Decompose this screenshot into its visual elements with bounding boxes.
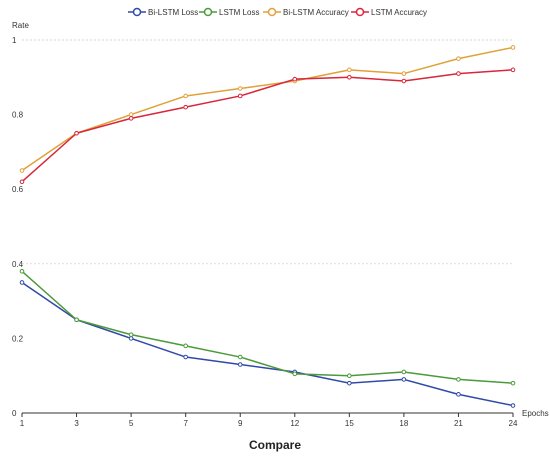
y-tick-label: 1: [12, 36, 17, 45]
series-point: [510, 45, 516, 50]
series-point: [292, 371, 298, 377]
series-line: [21, 281, 514, 407]
series-point: [19, 168, 25, 173]
series-point: [183, 104, 188, 110]
series-point: [347, 75, 352, 80]
legend-label: LSTM Loss: [219, 8, 259, 17]
x-tick-label: 15: [345, 419, 354, 428]
series-point: [347, 67, 352, 73]
y-axis-label: Rate: [12, 21, 29, 30]
series-point: [74, 130, 79, 136]
x-tick-label: 9: [238, 419, 243, 428]
chart-title: Compare: [249, 438, 301, 452]
series-point: [19, 268, 25, 274]
series-point: [510, 380, 516, 386]
x-tick-label: 3: [74, 419, 79, 428]
legend-item[interactable]: LSTM Loss: [199, 7, 259, 17]
x-tick-label: 5: [129, 419, 134, 428]
series-point: [292, 76, 298, 82]
axes: 1 3 5 7 9 12 15 18 21 24 0 0.2 0.4 0.6 0.8 1: [12, 36, 518, 428]
legend-marker-icon: [132, 7, 142, 17]
x-tick-label: 24: [509, 419, 518, 428]
series-point: [237, 362, 243, 367]
series-point: [401, 369, 407, 375]
series-point: [183, 354, 188, 360]
x-tick-label: 18: [399, 419, 408, 428]
legend-label: LSTM Accuracy: [371, 8, 427, 17]
legend-label: Bi-LSTM Loss: [148, 8, 198, 17]
x-tick-label: 12: [290, 419, 299, 428]
y-tick-label: 0.4: [12, 260, 24, 269]
series-line: [21, 69, 514, 183]
series-point: [237, 354, 243, 360]
series-point: [347, 380, 352, 386]
y-tick-label: 0.6: [12, 185, 24, 194]
x-axis-label: Epochs: [522, 409, 549, 418]
series-point: [19, 280, 25, 285]
series-point: [347, 373, 352, 379]
y-tick-label: 0: [12, 409, 17, 418]
series-line: [21, 270, 514, 384]
series-point: [128, 332, 134, 337]
grid-lines: [22, 39, 513, 265]
series-point: [237, 86, 243, 91]
series-point: [456, 56, 461, 61]
legend-item[interactable]: Bi-LSTM Loss: [128, 7, 198, 17]
series-point: [128, 116, 134, 121]
series-point: [401, 71, 407, 76]
x-tick-label: 7: [183, 419, 188, 428]
series-point: [74, 317, 79, 323]
legend-marker-icon: [267, 7, 277, 17]
legend-marker-icon: [355, 7, 365, 17]
series-point: [183, 93, 188, 99]
series-layer: [19, 45, 516, 408]
legend-item[interactable]: Bi-LSTM Accuracy: [263, 7, 349, 17]
series-point: [183, 343, 188, 349]
series-point: [128, 336, 134, 341]
series-point: [128, 112, 134, 117]
legend-item[interactable]: LSTM Accuracy: [351, 7, 427, 17]
legend-marker-icon: [203, 7, 213, 17]
series-point: [19, 179, 25, 185]
legend: Bi-LSTM Loss LSTM Loss Bi-LSTM Accuracy LST…: [128, 7, 427, 17]
series-point: [401, 377, 407, 382]
series-point: [456, 392, 461, 397]
series-point: [401, 78, 407, 84]
series-point: [510, 67, 516, 73]
y-tick-label: 0.2: [12, 334, 24, 343]
series-point: [510, 403, 516, 408]
series-point: [237, 93, 243, 99]
legend-label: Bi-LSTM Accuracy: [283, 8, 349, 17]
x-tick-label: 1: [20, 419, 25, 428]
x-tick-label: 21: [454, 419, 463, 428]
series-point: [456, 377, 461, 382]
series-line: [21, 46, 514, 172]
y-tick-label: 0.8: [12, 111, 24, 120]
series-point: [456, 71, 461, 76]
